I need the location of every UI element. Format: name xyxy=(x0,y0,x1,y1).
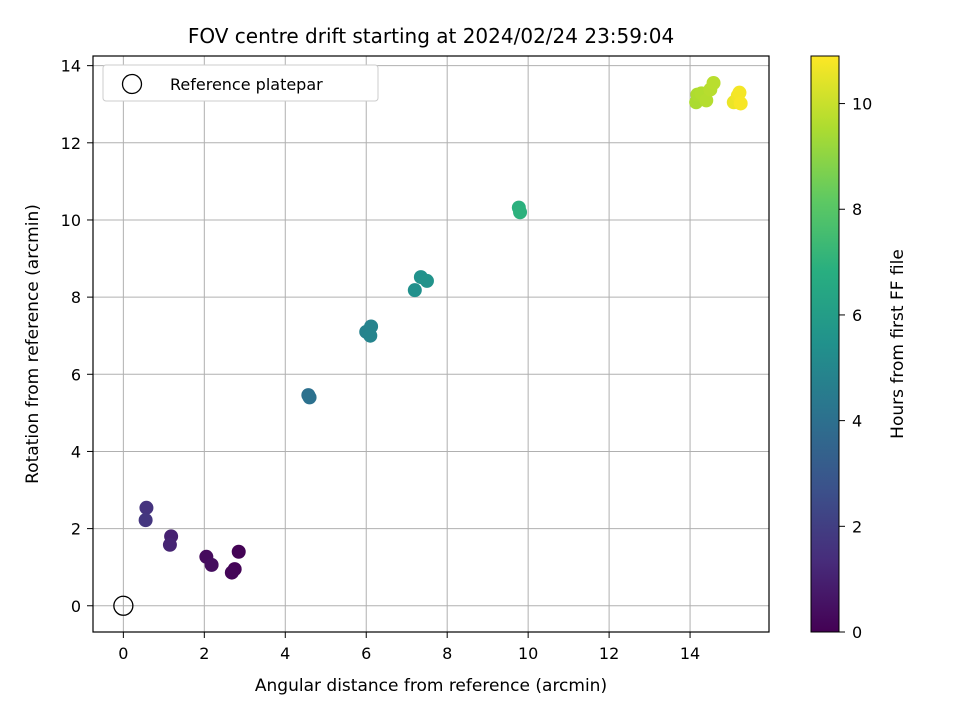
x-tick-label: 8 xyxy=(442,644,452,663)
x-tick-label: 0 xyxy=(118,644,128,663)
grid-lines xyxy=(93,56,769,632)
y-tick-label: 8 xyxy=(71,288,81,307)
data-point xyxy=(162,537,177,552)
axis-ticks: 0 2 4 6 8 10 12 14 0 2 4 6 8 10 12 14 xyxy=(61,57,701,663)
data-point xyxy=(513,205,528,220)
reference-point-marker xyxy=(113,595,134,616)
data-point xyxy=(139,500,154,515)
data-point xyxy=(699,93,714,108)
colorbar-tick-label: 8 xyxy=(852,200,862,219)
legend: Reference platepar xyxy=(102,64,379,102)
x-axis-title: Angular distance from reference (arcmin) xyxy=(255,676,607,696)
y-tick-label: 0 xyxy=(71,597,81,616)
data-point xyxy=(138,513,153,528)
legend-box xyxy=(102,64,379,102)
legend-entry-reference: Reference platepar xyxy=(170,75,323,94)
x-tick-label: 14 xyxy=(680,644,700,663)
colorbar-tick-label: 4 xyxy=(852,412,862,431)
data-point xyxy=(419,273,434,288)
data-point xyxy=(204,557,219,572)
colorbar-tick-label: 2 xyxy=(852,517,862,536)
x-tick-label: 10 xyxy=(518,644,538,663)
y-axis-title: Rotation from reference (arcmin) xyxy=(23,204,43,484)
data-point xyxy=(302,390,317,405)
plot-frame xyxy=(92,55,770,633)
x-tick-label: 2 xyxy=(199,644,209,663)
x-tick-label: 6 xyxy=(361,644,371,663)
data-point xyxy=(706,76,721,91)
colorbar-tick-label: 6 xyxy=(852,306,862,325)
y-tick-label: 6 xyxy=(71,365,81,384)
data-point xyxy=(733,96,748,111)
data-point xyxy=(407,283,422,298)
chart-title: FOV centre drift starting at 2024/02/24 … xyxy=(188,24,674,48)
y-tick-label: 14 xyxy=(61,57,81,76)
data-point xyxy=(231,544,246,559)
data-point xyxy=(363,328,378,343)
y-tick-label: 2 xyxy=(71,520,81,539)
y-tick-label: 10 xyxy=(61,211,81,230)
colorbar-tick-label: 10 xyxy=(852,95,872,114)
y-tick-label: 12 xyxy=(61,134,81,153)
colorbar-title: Hours from first FF file xyxy=(888,249,908,439)
colorbar-frame xyxy=(810,55,840,633)
x-tick-label: 12 xyxy=(599,644,619,663)
y-tick-label: 4 xyxy=(71,442,81,461)
data-point xyxy=(732,85,747,100)
colorbar: 0 2 4 6 8 10 Hours from first FF file xyxy=(810,55,908,642)
colorbar-gradient xyxy=(811,56,839,632)
colorbar-ticks: 0 2 4 6 8 10 xyxy=(839,95,872,642)
data-point xyxy=(224,565,239,580)
x-tick-label: 4 xyxy=(280,644,290,663)
colorbar-tick-label: 0 xyxy=(852,623,862,642)
legend-marker-icon xyxy=(121,73,143,95)
data-points xyxy=(113,76,748,616)
